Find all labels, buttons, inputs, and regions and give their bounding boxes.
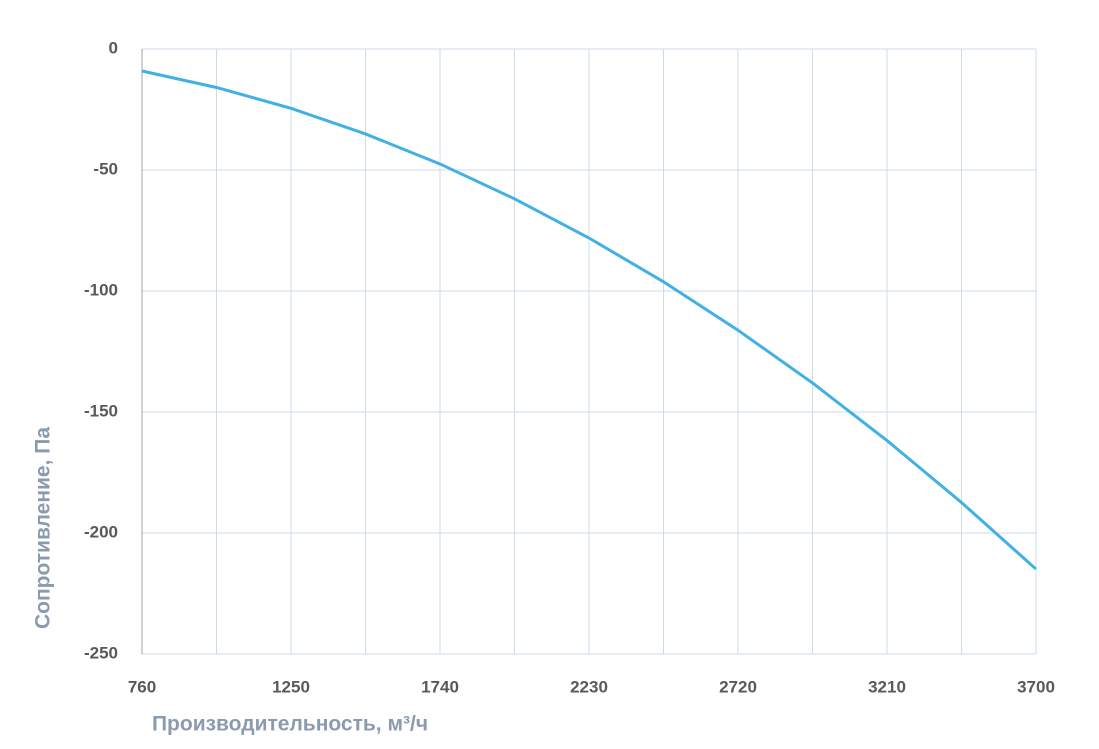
x-tick-label: 1250 xyxy=(272,677,310,696)
x-tick-label: 3210 xyxy=(868,677,906,696)
line-series xyxy=(141,69,1037,571)
y-tick-label: -250 xyxy=(84,643,118,662)
x-tick-label: 760 xyxy=(128,677,156,696)
y-axis-title: Сопротивление, Па xyxy=(32,427,55,629)
y-tick-label: -200 xyxy=(84,522,118,541)
x-axis-title: Производительность, м³/ч xyxy=(152,713,428,736)
x-tick-label: 2230 xyxy=(570,677,608,696)
x-tick-label: 1740 xyxy=(421,677,459,696)
x-tick-label: 3700 xyxy=(1017,677,1055,696)
x-tick-label: 2720 xyxy=(719,677,757,696)
y-tick-label: 0 xyxy=(109,38,118,57)
y-tick-label: -50 xyxy=(93,159,118,178)
y-tick-label: -100 xyxy=(84,280,118,299)
y-tick-label: -150 xyxy=(84,401,118,420)
